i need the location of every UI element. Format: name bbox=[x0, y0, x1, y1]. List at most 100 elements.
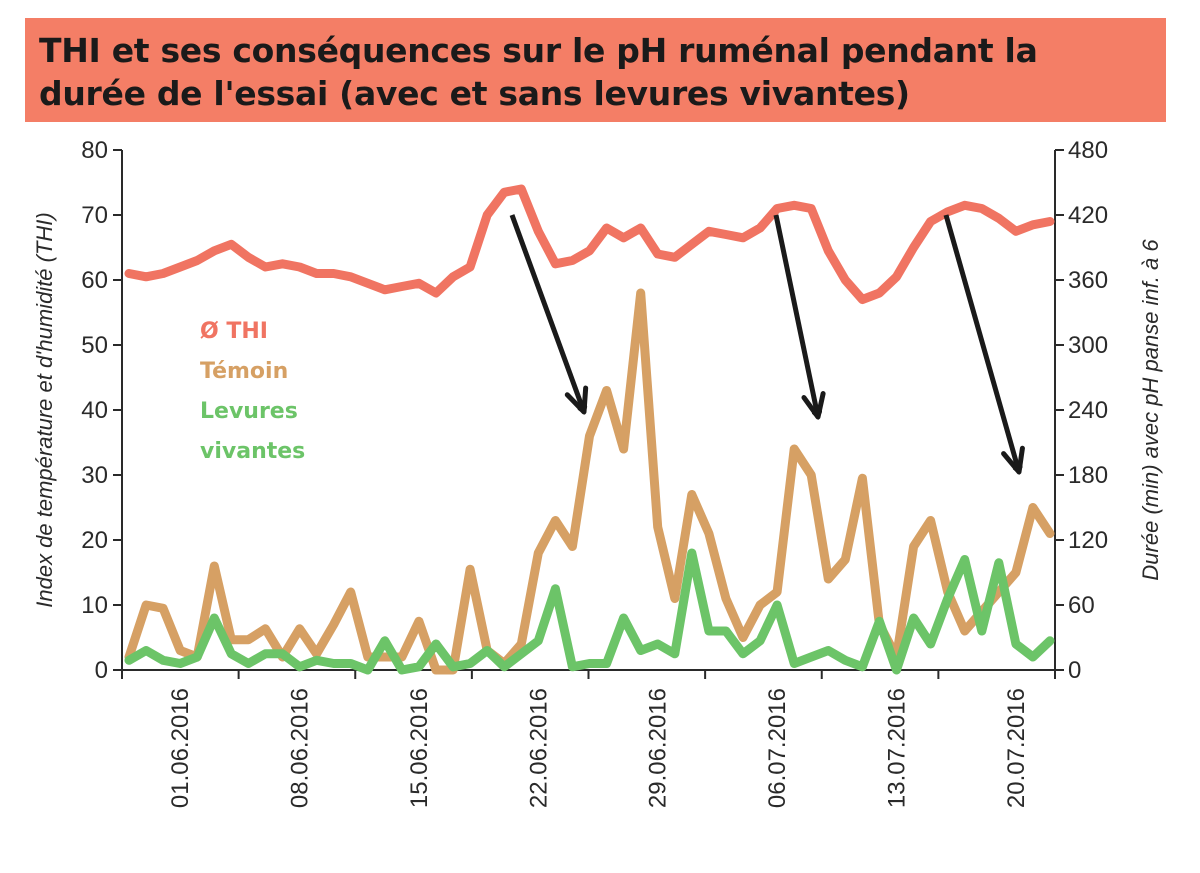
data-point-levures bbox=[827, 650, 829, 651]
data-point-temoin bbox=[316, 653, 318, 655]
data-point-thi bbox=[247, 256, 249, 258]
data-point-temoin bbox=[299, 628, 301, 630]
data-point-thi bbox=[878, 292, 880, 294]
y-tick-label: 60 bbox=[81, 267, 108, 294]
data-point-levures bbox=[998, 562, 1000, 564]
chart-title-banner: THI et ses conséquences sur le pH ruména… bbox=[25, 18, 1166, 122]
data-point-thi bbox=[418, 282, 420, 284]
data-point-temoin bbox=[1015, 572, 1017, 573]
data-point-levures bbox=[878, 620, 880, 622]
y2-tick-label: 120 bbox=[1068, 527, 1108, 554]
y2-tick-label: 60 bbox=[1068, 592, 1095, 619]
data-point-levures bbox=[179, 663, 181, 664]
data-point-temoin bbox=[930, 520, 932, 521]
data-point-thi bbox=[1015, 230, 1017, 232]
data-point-thi bbox=[213, 250, 215, 252]
arrow-head bbox=[801, 391, 826, 420]
data-point-levures bbox=[844, 659, 846, 661]
data-point-temoin bbox=[537, 552, 539, 554]
data-point-temoin bbox=[1032, 507, 1034, 508]
data-point-temoin bbox=[776, 591, 778, 593]
data-point-temoin bbox=[827, 578, 829, 580]
data-point-thi bbox=[452, 276, 454, 278]
data-point-temoin bbox=[571, 546, 573, 547]
data-point-levures bbox=[589, 663, 590, 664]
data-point-thi bbox=[350, 276, 352, 278]
data-point-thi bbox=[606, 227, 608, 229]
data-point-temoin bbox=[640, 292, 642, 294]
data-point-levures bbox=[384, 640, 386, 642]
data-point-thi bbox=[708, 230, 710, 232]
x-tick-label: 08.06.2016 bbox=[287, 688, 314, 808]
data-point-thi bbox=[674, 256, 676, 258]
y-tick-label: 20 bbox=[81, 527, 108, 554]
y-tick-label: 50 bbox=[81, 332, 108, 359]
data-point-temoin bbox=[691, 494, 693, 495]
data-point-levures bbox=[725, 630, 727, 632]
data-point-thi bbox=[623, 237, 625, 239]
x-tick-label: 01.06.2016 bbox=[167, 688, 194, 808]
x-tick-label: 22.06.2016 bbox=[525, 688, 552, 808]
data-point-thi bbox=[333, 273, 335, 274]
y2-tick-label: 0 bbox=[1068, 657, 1081, 684]
data-point-thi bbox=[981, 208, 983, 209]
data-point-thi bbox=[520, 188, 522, 190]
data-point-thi bbox=[896, 276, 897, 278]
data-point-thi bbox=[742, 237, 744, 239]
data-point-temoin bbox=[708, 533, 710, 534]
data-point-thi bbox=[264, 266, 266, 268]
data-point-thi bbox=[196, 260, 198, 261]
data-point-levures bbox=[469, 663, 471, 664]
data-point-temoin bbox=[401, 656, 403, 658]
data-point-levures bbox=[452, 666, 454, 668]
data-point-thi bbox=[401, 286, 403, 287]
data-point-temoin bbox=[793, 448, 795, 450]
data-point-temoin bbox=[913, 546, 915, 547]
legend-item-levures-cont: vivantes bbox=[200, 439, 305, 464]
annotation-arrow bbox=[943, 214, 1019, 472]
y2-axis-title: Durée (min) avec pH panse inf. à 6 bbox=[1138, 239, 1163, 581]
x-tick-label: 29.06.2016 bbox=[645, 688, 672, 808]
data-point-thi bbox=[469, 266, 471, 268]
data-point-temoin bbox=[520, 643, 522, 645]
data-point-levures bbox=[759, 640, 761, 642]
data-point-thi bbox=[589, 250, 590, 252]
data-point-temoin bbox=[230, 639, 232, 641]
y-tick-label: 0 bbox=[95, 657, 108, 684]
data-point-levures bbox=[316, 659, 318, 661]
data-point-thi bbox=[1049, 221, 1051, 222]
data-point-levures bbox=[571, 666, 573, 668]
y-tick-label: 10 bbox=[81, 592, 108, 619]
data-point-temoin bbox=[145, 604, 147, 606]
data-point-levures bbox=[282, 653, 283, 655]
data-point-levures bbox=[145, 650, 147, 651]
data-point-temoin bbox=[861, 477, 863, 479]
data-point-thi bbox=[554, 263, 556, 265]
data-point-levures bbox=[128, 659, 130, 661]
data-point-levures bbox=[230, 653, 232, 655]
data-point-thi bbox=[316, 273, 318, 274]
data-point-thi bbox=[810, 208, 812, 209]
data-point-levures bbox=[623, 617, 625, 619]
data-point-temoin bbox=[367, 656, 369, 658]
data-point-levures bbox=[742, 653, 744, 655]
data-point-thi bbox=[367, 282, 369, 284]
data-point-levures bbox=[1049, 640, 1051, 642]
data-point-temoin bbox=[213, 565, 215, 567]
data-point-thi bbox=[384, 289, 386, 291]
data-point-temoin bbox=[469, 568, 471, 570]
y-tick-label: 30 bbox=[81, 462, 108, 489]
data-point-levures bbox=[964, 559, 966, 560]
data-point-levures bbox=[606, 663, 608, 664]
y2-tick-label: 300 bbox=[1068, 332, 1108, 359]
data-point-thi bbox=[282, 263, 283, 265]
data-point-thi bbox=[162, 273, 164, 274]
data-point-thi bbox=[657, 253, 659, 255]
data-point-temoin bbox=[964, 630, 966, 632]
data-point-thi bbox=[793, 204, 795, 206]
data-point-levures bbox=[299, 666, 301, 668]
x-tick-label: 13.07.2016 bbox=[884, 688, 911, 808]
legend: Ø THI Témoin Levures vivantes bbox=[200, 319, 305, 464]
annotation-arrow bbox=[773, 214, 818, 417]
